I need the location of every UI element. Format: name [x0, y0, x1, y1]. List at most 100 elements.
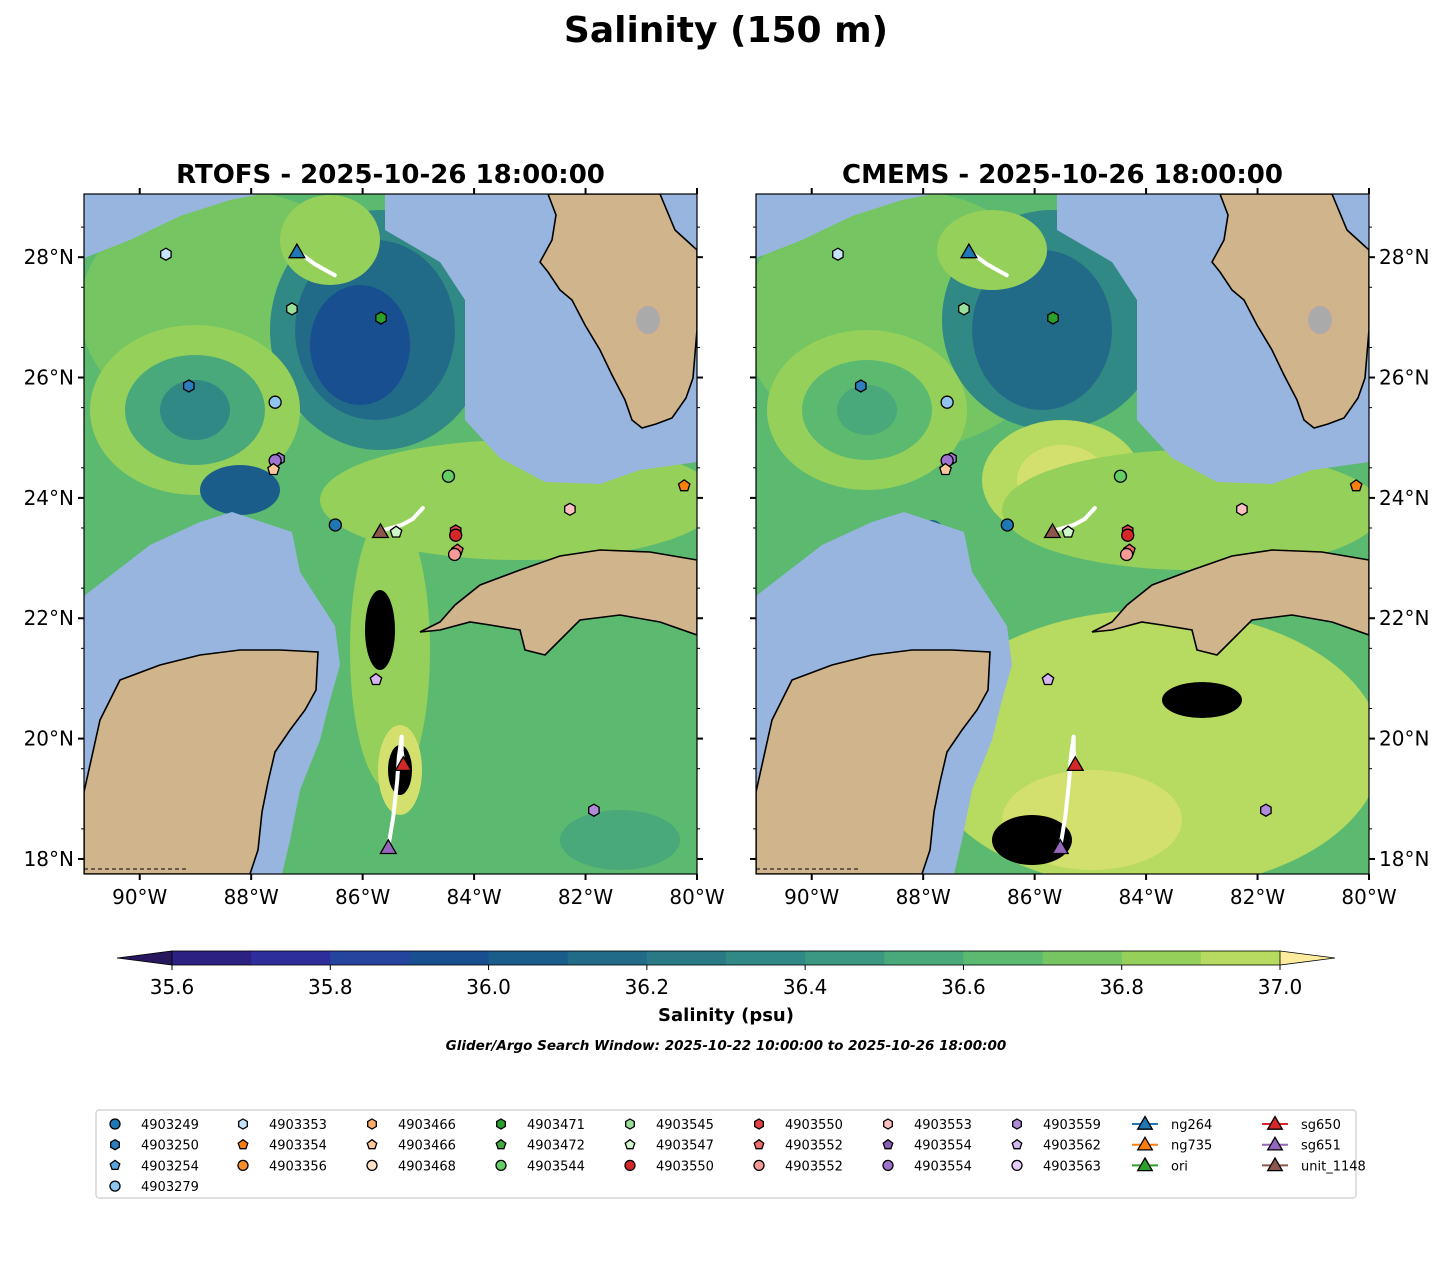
y-tick-label: 18°N — [1379, 847, 1429, 871]
legend-marker-4903562 — [1011, 1138, 1023, 1150]
colorbar-segment — [963, 951, 1044, 965]
colorbar-extend-min — [116, 950, 173, 966]
legend-marker-4903552 — [753, 1138, 765, 1150]
legend-label: ng264 — [1171, 1118, 1212, 1133]
search-window-subtitle: Glider/Argo Search Window: 2025-10-22 10… — [446, 1038, 1007, 1054]
argo-float-4903562 — [369, 672, 383, 686]
y-tick-label: 26°N — [1379, 366, 1429, 390]
argo-float-4903562 — [1041, 672, 1055, 686]
legend-marker-4903468 — [366, 1159, 378, 1172]
land-florida — [1211, 194, 1369, 429]
legend-label: 4903468 — [398, 1159, 456, 1174]
salinity-contour — [1162, 682, 1242, 718]
argo-float-4903279 — [268, 395, 282, 409]
legend-marker-4903550 — [624, 1159, 636, 1172]
legend-label: 4903353 — [269, 1118, 327, 1133]
legend-frame — [95, 1109, 1357, 1199]
legend-label: 4903472 — [527, 1139, 585, 1154]
legend-label: 4903356 — [269, 1159, 327, 1174]
legend-marker-4903552 — [753, 1159, 765, 1172]
argo-float-4903547 — [389, 525, 403, 538]
legend-label: 4903545 — [656, 1118, 714, 1133]
legend-marker-4903550 — [754, 1118, 764, 1130]
legend-marker-4903466 — [367, 1118, 377, 1130]
colorbar-segment — [884, 951, 964, 965]
x-tick-label: 82°W — [1230, 885, 1285, 909]
land-cuba — [1091, 549, 1369, 656]
legend-marker-4903250 — [110, 1138, 120, 1151]
argo-float-4903354 — [677, 479, 691, 492]
colorbar-label: Salinity (psu) — [658, 1005, 794, 1026]
legend-label: 4903249 — [141, 1118, 199, 1133]
x-tick-label: 80°W — [669, 885, 724, 909]
y-tick-label: 22°N — [1379, 606, 1429, 630]
legend-label: unit_1148 — [1301, 1159, 1366, 1174]
salinity-contour — [992, 815, 1072, 865]
argo-float-4903466 — [939, 462, 952, 476]
legend-marker-4903279 — [109, 1180, 121, 1192]
atlantic-ocean — [1332, 194, 1369, 250]
legend-marker-ori — [1136, 1156, 1154, 1172]
argo-float-4903552 — [1119, 547, 1134, 562]
y-tick-label: 22°N — [24, 606, 74, 630]
legend-label: 4903550 — [785, 1118, 843, 1133]
y-tick-label: 28°N — [1379, 245, 1429, 269]
glider-track-sg651 — [386, 734, 404, 849]
legend-marker-4903544 — [495, 1159, 507, 1172]
atlantic-ocean — [660, 194, 697, 250]
argo-float-4903354 — [1349, 479, 1363, 492]
masked-ocean-shelf — [84, 194, 262, 258]
y-tick-label: 20°N — [1379, 727, 1429, 751]
legend-marker-ng735 — [1136, 1136, 1154, 1151]
argo-float-4903353 — [160, 247, 172, 261]
argo-float-4903250 — [182, 379, 195, 393]
map-area — [756, 194, 1369, 874]
lake-okeechobee — [636, 306, 660, 334]
x-tick-label: 82°W — [558, 885, 613, 909]
colorbar-segment — [805, 951, 885, 965]
colorbar-segment — [1042, 951, 1123, 965]
y-tick-label: 26°N — [24, 366, 74, 390]
map-panel-rtofs: RTOFS - 2025-10-26 18:00:00 90°W 88°W 86°W 8… — [24, 160, 725, 909]
legend: 4903249 4903250 4903254 4903279 4903353 49033… — [95, 1109, 1366, 1199]
colorbar-tick-label: 36.0 — [466, 975, 511, 999]
x-tick-label: 86°W — [335, 885, 390, 909]
glider-sg651 — [379, 838, 398, 855]
legend-marker-4903554 — [882, 1138, 894, 1150]
legend-marker-unit_1148 — [1266, 1156, 1284, 1172]
y-tick-label: 18°N — [24, 847, 74, 871]
salinity-contour — [160, 380, 230, 440]
colorbar-segment — [567, 951, 648, 965]
legend-marker-4903353 — [238, 1118, 248, 1130]
legend-label: 4903250 — [141, 1139, 199, 1154]
argo-float-4903559 — [1260, 803, 1272, 817]
legend-label: sg650 — [1301, 1118, 1341, 1133]
colorbar-segment — [726, 951, 806, 965]
argo-float-4903545 — [958, 302, 970, 316]
glider-track-unit_1148 — [378, 506, 425, 533]
land-florida — [539, 194, 697, 429]
glider-sg651 — [1051, 838, 1070, 855]
colorbar-tick-label: 35.6 — [150, 975, 195, 999]
colorbar-segment — [1121, 951, 1202, 965]
colorbar-segment — [646, 951, 727, 965]
argo-float-4903547 — [1061, 525, 1075, 538]
colorbar-extend-max — [1279, 950, 1336, 966]
glider-ng264 — [287, 242, 306, 259]
colorbar-tick-label: 35.8 — [308, 975, 353, 999]
colorbar: 35.6 35.8 36.0 36.2 36.4 36.6 36.8 37.0 — [116, 950, 1336, 999]
map-panel-cmems: CMEMS - 2025-10-26 18:00:00 90°W 88°W 86°W 8… — [750, 160, 1429, 909]
y-tick-label: 28°N — [24, 245, 74, 269]
y-tick-label: 20°N — [24, 727, 74, 751]
glider-sg650 — [1066, 755, 1085, 772]
legend-label: 4903562 — [1043, 1139, 1101, 1154]
legend-label: 4903563 — [1043, 1159, 1101, 1174]
legend-marker-4903466 — [366, 1138, 378, 1150]
colorbar-tick-label: 36.4 — [783, 975, 828, 999]
colorbar-tick-label: 36.6 — [941, 975, 986, 999]
panel-title: CMEMS - 2025-10-26 18:00:00 — [842, 160, 1283, 190]
argo-float-4903559 — [588, 803, 600, 817]
salinity-contour — [310, 285, 410, 405]
